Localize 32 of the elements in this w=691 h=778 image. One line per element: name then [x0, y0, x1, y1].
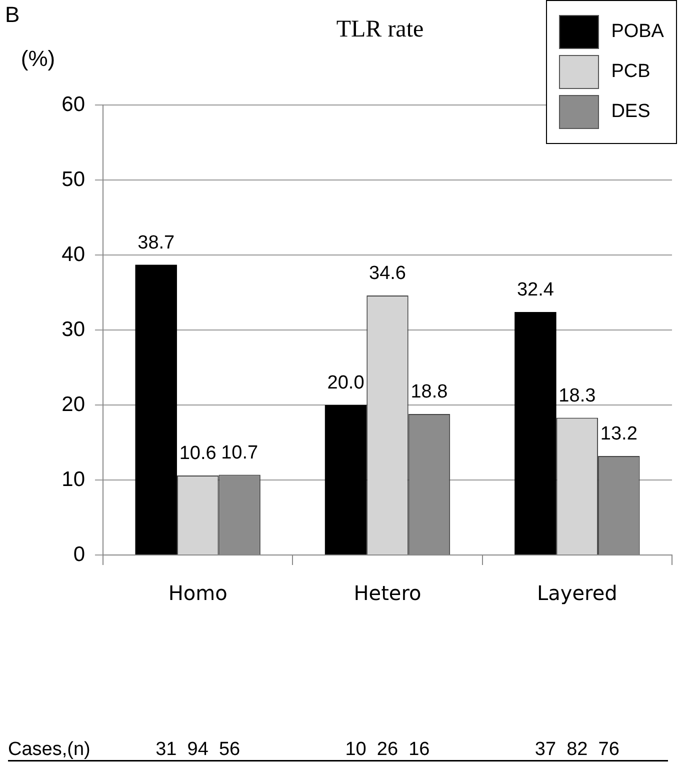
bar	[514, 312, 556, 554]
data-label: 34.6	[369, 263, 406, 284]
text: 37 82 76	[534, 739, 620, 760]
bar	[324, 405, 367, 554]
y-tick-label: 30	[62, 318, 85, 341]
x-tick-label: Homo	[168, 581, 228, 606]
bar	[135, 264, 177, 554]
y-tick-label: 0	[73, 542, 85, 566]
data-label: 10.7	[221, 442, 258, 464]
text: B	[5, 2, 20, 28]
data-label: 20.0	[327, 372, 364, 394]
y-tick-label: 20	[62, 392, 85, 416]
legend-label: PCB	[611, 61, 650, 83]
y-tick-label: 50	[62, 168, 85, 191]
data-label: 18.3	[558, 385, 596, 406]
data-label: 18.8	[410, 382, 448, 403]
data-label: 10.6	[179, 443, 216, 464]
y-tick-label: 60	[62, 92, 85, 116]
data-label: 13.2	[600, 424, 638, 445]
text: Cases,(n)	[8, 739, 90, 760]
y-axis-title: (%)	[20, 46, 56, 72]
data-label: 38.7	[138, 232, 175, 254]
data-label: 32.4	[516, 280, 554, 301]
x-tick-label: Hetero	[354, 581, 422, 606]
x-tick-label: Layered	[537, 581, 618, 606]
y-tick-label: 10	[62, 468, 85, 491]
text: 10 26 16	[345, 739, 430, 760]
chart-title: TLR rate	[336, 16, 424, 42]
legend-label: DES	[611, 101, 650, 123]
text: 31 94 56	[156, 739, 240, 760]
y-tick-label: 40	[62, 242, 85, 266]
legend-label: POBA	[611, 21, 664, 43]
